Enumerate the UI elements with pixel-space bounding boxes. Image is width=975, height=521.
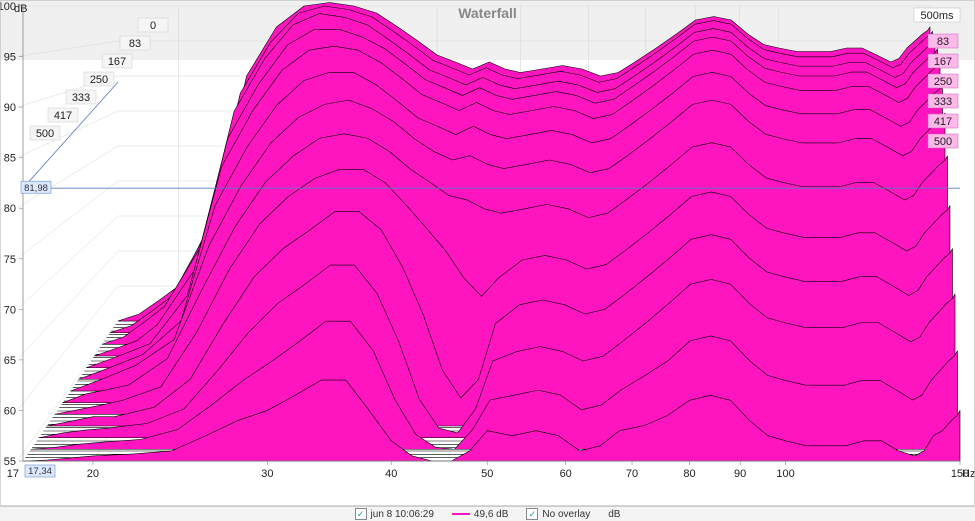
- svg-text:83: 83: [937, 36, 949, 48]
- overlay-label: No overlay: [542, 509, 590, 520]
- waterfall-slices: [23, 3, 960, 462]
- legend-peak: 49,6 dB: [452, 509, 508, 520]
- peak-db-label: 49,6 dB: [474, 509, 508, 520]
- svg-text:81,98: 81,98: [24, 183, 48, 194]
- svg-text:0: 0: [150, 20, 156, 32]
- svg-text:83: 83: [129, 38, 141, 50]
- svg-text:60: 60: [4, 405, 16, 417]
- svg-text:80: 80: [683, 468, 695, 480]
- series-swatch: [452, 513, 470, 515]
- svg-text:167: 167: [934, 56, 952, 68]
- svg-text:20: 20: [87, 468, 99, 480]
- svg-text:95: 95: [4, 52, 16, 64]
- svg-text:75: 75: [4, 254, 16, 266]
- series-name: jun 8 10:06:29: [371, 509, 434, 520]
- svg-text:17: 17: [7, 468, 19, 480]
- svg-text:80: 80: [4, 203, 16, 215]
- svg-text:100: 100: [776, 468, 794, 480]
- svg-text:417: 417: [934, 116, 952, 128]
- legend-bar: ✓ jun 8 10:06:29 49,6 dB ✓ No overlay dB: [0, 506, 975, 521]
- svg-text:70: 70: [626, 468, 638, 480]
- chart-svg[interactable]: dB 55 60 65 70 75 80 85 90 95 100 20 30 40 50 60 70 80 90 1…: [0, 0, 975, 521]
- svg-text:Waterfall: Waterfall: [458, 5, 517, 21]
- svg-text:250: 250: [934, 76, 952, 88]
- overlay-unit-label: dB: [608, 509, 620, 520]
- legend-series[interactable]: ✓ jun 8 10:06:29: [355, 508, 434, 520]
- waterfall-chart: dB 55 60 65 70 75 80 85 90 95 100 20 30 40 50 60 70 80 90 1…: [0, 0, 975, 521]
- svg-text:500: 500: [36, 128, 54, 140]
- svg-text:500: 500: [934, 136, 952, 148]
- svg-text:333: 333: [72, 92, 90, 104]
- legend-overlay-unit: dB: [608, 509, 620, 520]
- svg-text:30: 30: [261, 468, 273, 480]
- svg-text:500ms: 500ms: [920, 10, 954, 22]
- svg-text:Hz: Hz: [962, 468, 975, 480]
- time-unit-box: 500ms: [914, 8, 960, 22]
- svg-text:100: 100: [0, 1, 16, 13]
- svg-text:85: 85: [4, 153, 16, 165]
- svg-text:17,34: 17,34: [28, 466, 52, 477]
- svg-text:50: 50: [481, 468, 493, 480]
- overlay-checkbox[interactable]: ✓: [526, 508, 538, 520]
- svg-text:250: 250: [90, 74, 108, 86]
- svg-text:55: 55: [4, 456, 16, 468]
- svg-text:417: 417: [54, 110, 72, 122]
- svg-text:60: 60: [560, 468, 572, 480]
- svg-text:90: 90: [734, 468, 746, 480]
- svg-text:65: 65: [4, 355, 16, 367]
- svg-text:40: 40: [385, 468, 397, 480]
- svg-text:dB: dB: [14, 3, 27, 15]
- svg-text:167: 167: [108, 56, 126, 68]
- series-checkbox[interactable]: ✓: [355, 508, 367, 520]
- svg-text:70: 70: [4, 304, 16, 316]
- legend-overlay[interactable]: ✓ No overlay: [526, 508, 590, 520]
- svg-text:90: 90: [4, 102, 16, 114]
- svg-text:333: 333: [934, 96, 952, 108]
